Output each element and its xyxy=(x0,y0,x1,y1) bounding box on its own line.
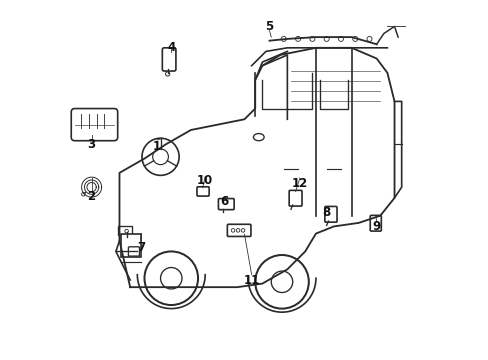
FancyBboxPatch shape xyxy=(288,190,302,206)
Text: 11: 11 xyxy=(243,274,259,287)
Circle shape xyxy=(124,229,128,233)
Text: 2: 2 xyxy=(87,190,96,203)
Text: 3: 3 xyxy=(87,138,96,151)
FancyBboxPatch shape xyxy=(197,187,209,196)
Text: 6: 6 xyxy=(220,195,228,208)
Circle shape xyxy=(309,36,314,41)
Circle shape xyxy=(241,229,244,232)
Circle shape xyxy=(142,138,179,175)
Text: 4: 4 xyxy=(167,41,175,54)
FancyBboxPatch shape xyxy=(324,206,336,222)
Circle shape xyxy=(236,229,240,232)
Circle shape xyxy=(160,267,182,289)
Text: 8: 8 xyxy=(322,206,330,219)
Circle shape xyxy=(81,193,85,196)
Circle shape xyxy=(271,271,292,293)
Text: 12: 12 xyxy=(291,177,307,190)
Circle shape xyxy=(231,229,234,232)
Text: 7: 7 xyxy=(137,241,144,255)
Circle shape xyxy=(255,255,308,309)
Text: 9: 9 xyxy=(372,220,380,233)
FancyBboxPatch shape xyxy=(227,224,250,237)
Text: 1: 1 xyxy=(153,140,161,153)
Bar xyxy=(118,226,132,235)
FancyBboxPatch shape xyxy=(71,109,118,141)
Circle shape xyxy=(366,36,371,41)
Bar xyxy=(121,234,141,257)
FancyBboxPatch shape xyxy=(162,48,176,71)
FancyBboxPatch shape xyxy=(369,215,381,231)
Circle shape xyxy=(352,36,357,41)
FancyBboxPatch shape xyxy=(218,199,234,210)
Text: 10: 10 xyxy=(197,174,213,186)
Circle shape xyxy=(144,251,198,305)
Circle shape xyxy=(324,36,328,41)
Circle shape xyxy=(338,36,343,41)
FancyBboxPatch shape xyxy=(128,247,139,256)
Text: 5: 5 xyxy=(265,20,273,33)
Circle shape xyxy=(295,36,300,41)
Circle shape xyxy=(165,72,169,76)
Circle shape xyxy=(152,149,168,165)
Circle shape xyxy=(281,36,285,41)
